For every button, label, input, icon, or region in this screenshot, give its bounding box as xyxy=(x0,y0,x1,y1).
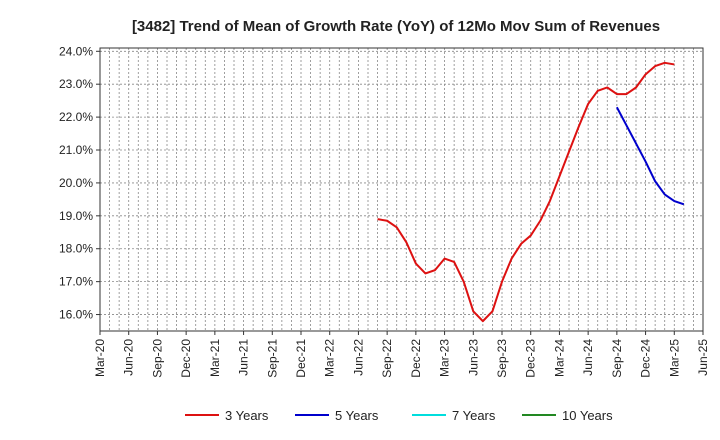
x-tick-label: Sep-20 xyxy=(150,339,164,378)
y-tick-label: 21.0% xyxy=(59,143,93,157)
x-tick-label: Sep-22 xyxy=(380,339,394,378)
y-tick-label: 19.0% xyxy=(59,209,93,223)
x-tick-label: Dec-23 xyxy=(524,339,538,378)
series-line-3-years xyxy=(377,61,675,323)
x-tick-label: Mar-21 xyxy=(208,339,222,377)
x-tick-label: Mar-22 xyxy=(323,339,337,377)
x-tick-label: Mar-25 xyxy=(667,339,681,377)
x-tick-label: Sep-23 xyxy=(495,339,509,378)
y-tick-label: 24.0% xyxy=(59,44,93,58)
x-tick-label: Jun-22 xyxy=(351,339,365,376)
x-tick-label: Jun-24 xyxy=(581,339,595,376)
x-tick-label: Dec-24 xyxy=(639,339,653,378)
series-line-5-years xyxy=(615,106,685,206)
legend-label: 7 Years xyxy=(452,408,496,423)
x-tick-label: Mar-24 xyxy=(552,339,566,377)
y-tick-label: 18.0% xyxy=(59,242,93,256)
x-axis: Mar-20 Jun-20 Sep-20 Dec-20 Mar-21 Jun-21 Sep-… xyxy=(93,331,710,378)
legend-label: 3 Years xyxy=(225,408,269,423)
chart-title: [3482] Trend of Mean of Growth Rate (YoY… xyxy=(132,18,660,35)
legend: 3 Years 5 Years 7 Years 10 Years xyxy=(185,408,613,423)
legend-label: 5 Years xyxy=(335,408,379,423)
grid xyxy=(100,48,703,331)
x-tick-label: Sep-21 xyxy=(265,339,279,378)
x-tick-label: Jun-25 xyxy=(696,339,710,376)
x-tick-label: Dec-20 xyxy=(179,339,193,378)
series-layer xyxy=(377,61,685,323)
y-tick-label: 22.0% xyxy=(59,110,93,124)
x-tick-label: Jun-23 xyxy=(466,339,480,376)
y-tick-label: 20.0% xyxy=(59,176,93,190)
plot-frame xyxy=(99,47,704,332)
x-tick-label: Sep-24 xyxy=(610,339,624,378)
y-tick-label: 17.0% xyxy=(59,275,93,289)
x-tick-label: Jun-20 xyxy=(122,339,136,376)
y-axis: 16.0% 17.0% 18.0% 19.0% 20.0% 21.0% 22.0% 23.0%… xyxy=(59,44,100,322)
y-tick-label: 23.0% xyxy=(59,77,93,91)
x-tick-label: Mar-20 xyxy=(93,339,107,377)
x-tick-label: Mar-23 xyxy=(438,339,452,377)
x-tick-label: Jun-21 xyxy=(237,339,251,376)
x-tick-label: Dec-21 xyxy=(294,339,308,378)
x-tick-label: Dec-22 xyxy=(409,339,423,378)
legend-label: 10 Years xyxy=(562,408,613,423)
y-tick-label: 16.0% xyxy=(59,308,93,322)
